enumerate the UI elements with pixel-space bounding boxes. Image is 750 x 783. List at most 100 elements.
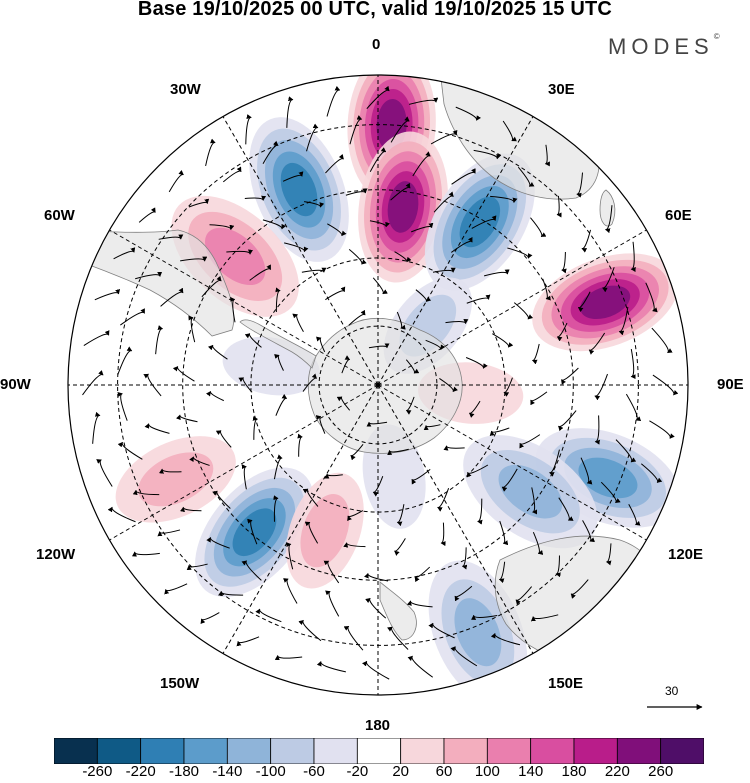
wind-vector-31 <box>432 267 456 273</box>
wind-vector-205 <box>326 85 341 117</box>
wind-vector-74 <box>507 247 533 259</box>
wind-vector-134 <box>556 195 562 218</box>
wind-vector-99 <box>412 151 431 177</box>
wind-vector-32 <box>466 294 491 304</box>
wind-vector-55 <box>519 434 541 449</box>
wind-vector-84 <box>364 572 389 582</box>
wind-vector-194 <box>96 459 113 487</box>
wind-vector-52 <box>513 302 534 320</box>
wind-vector-51 <box>483 269 510 277</box>
wind-vector-155 <box>117 441 143 460</box>
wind-vector-41 <box>273 454 283 480</box>
lon-label-120e: 120E <box>668 546 704 563</box>
wind-vector-30 <box>394 251 412 263</box>
wind-vector-190 <box>200 612 220 625</box>
wind-vector-124 <box>160 287 184 307</box>
anomaly-9-level-4 <box>232 508 277 557</box>
wind-vector-68 <box>249 264 272 281</box>
wind-vector-67 <box>230 296 236 323</box>
wind-vector-63 <box>241 464 247 490</box>
wind-vector-185 <box>407 655 434 678</box>
wind-vector-176 <box>652 374 679 396</box>
wind-vector-189 <box>236 636 260 647</box>
colorbar-bin-3 <box>183 738 228 764</box>
colorbar-bin-8 <box>400 738 445 764</box>
wind-vector-19 <box>465 357 488 369</box>
colorbar-tick-label-7: 20 <box>392 763 409 780</box>
wind-vector-43 <box>238 377 253 393</box>
colorbar-bin-11 <box>530 738 575 764</box>
wind-vector-170 <box>544 144 550 167</box>
wind-vector-133 <box>517 166 535 187</box>
map-boundary <box>67 74 689 696</box>
wind-vector-177 <box>649 420 675 439</box>
wind-vector-145 <box>471 614 498 620</box>
brand-name: MODES <box>608 34 714 59</box>
wind-vector-48 <box>369 220 390 228</box>
wind-vector-167 <box>409 97 439 105</box>
wind-vector-165 <box>349 115 363 145</box>
wind-vector-72 <box>433 191 454 213</box>
wind-vector-79 <box>549 449 560 477</box>
wind-vector-125 <box>180 256 208 262</box>
colorbar-bin-6 <box>313 738 358 764</box>
south-pole-marker <box>375 382 381 388</box>
wind-vector-174 <box>645 282 658 313</box>
wind-vector-128 <box>282 171 304 182</box>
colorbar-bin-14 <box>660 738 704 764</box>
wind-vector-109 <box>558 497 574 521</box>
wind-vector-181 <box>570 579 589 599</box>
wind-vector-203 <box>245 114 252 145</box>
wind-vector-73 <box>471 215 497 229</box>
wind-vector-108 <box>580 457 593 485</box>
colorbar-bin-5 <box>270 738 315 764</box>
wind-vector-166 <box>366 85 390 110</box>
wind-vector-81 <box>499 520 509 546</box>
latitude-circle-2 <box>182 189 574 581</box>
wind-vector-150 <box>255 608 282 623</box>
wind-vector-179 <box>628 503 641 526</box>
graticule <box>68 75 688 695</box>
wind-vector-147 <box>387 626 409 650</box>
wind-vector-11 <box>350 444 364 461</box>
wind-vector-188 <box>274 654 303 661</box>
wind-vector-65 <box>205 390 224 402</box>
meridian-300 <box>109 229 379 386</box>
wind-vector-45 <box>275 287 281 312</box>
wind-vector-17 <box>415 289 432 302</box>
wind-vector-130 <box>390 116 410 143</box>
wind-vector-57 <box>477 498 483 525</box>
lon-label-120w: 120W <box>36 546 76 563</box>
wind-vector-97 <box>345 188 368 196</box>
map-title: Base 19/10/2025 00 UTC, valid 19/10/2025… <box>137 0 613 20</box>
colorbar-tick-label-1: -220 <box>125 763 156 780</box>
wind-vector-200 <box>138 207 156 223</box>
wind-vector-197 <box>83 330 110 346</box>
wind-vector-111 <box>498 561 506 584</box>
wind-vector-36 <box>466 464 489 478</box>
wind-vector-87 <box>247 518 258 545</box>
wind-vector-107 <box>594 415 601 445</box>
wind-vector-162 <box>222 166 242 183</box>
wind-vector-95 <box>262 219 287 230</box>
wind-vector-102 <box>530 217 547 238</box>
wind-vector-171 <box>576 172 584 198</box>
wind-vector-183 <box>490 632 521 646</box>
wind-vector-149 <box>298 619 322 642</box>
wind-vector-22 <box>411 468 431 485</box>
wind-vector-61 <box>304 521 319 544</box>
wind-vector-112 <box>454 585 473 602</box>
wind-vector-13 <box>302 373 317 392</box>
anomaly-2-level-4 <box>459 196 501 248</box>
colorbar-tick-label-8: 60 <box>435 763 453 780</box>
wind-vector-33 <box>492 333 514 348</box>
colorbar-tick-label-13: 260 <box>648 763 674 780</box>
wind-vector-40 <box>302 488 319 507</box>
wind-vector-173 <box>630 241 636 273</box>
colorbar-tick-label-9: 100 <box>474 763 500 780</box>
wind-vector-142 <box>582 520 595 543</box>
wind-vector-195 <box>92 411 101 444</box>
wind-vector-180 <box>606 543 612 566</box>
wind-vector-131 <box>430 129 458 145</box>
wind-vector-143 <box>555 555 561 578</box>
